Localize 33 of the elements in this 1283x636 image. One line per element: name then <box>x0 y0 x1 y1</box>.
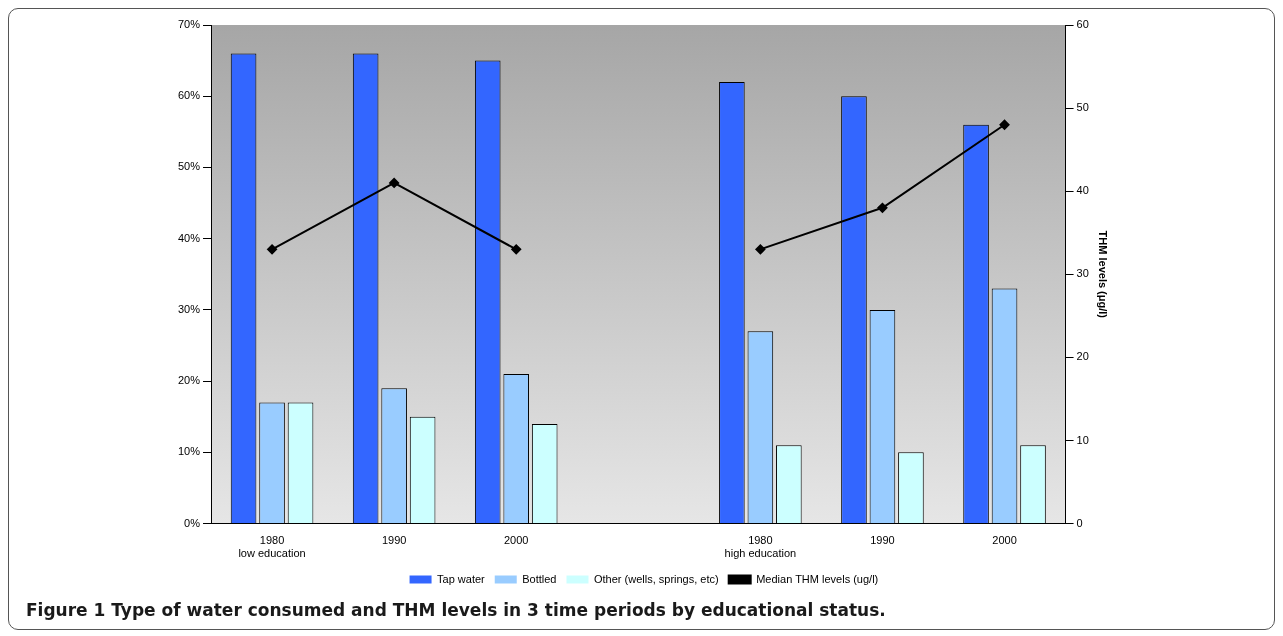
y2-tick-label: 40 <box>1076 184 1089 197</box>
point <box>755 244 766 255</box>
x-tick-label: 1980 high education <box>724 534 797 560</box>
text: Figure 1 Type of water consumed and THM levels in 3 time periods by educational status. <box>26 600 886 620</box>
y2-axis-title: THM levels (μg/l) <box>1097 230 1110 319</box>
y-tick-label: 60% <box>177 89 201 102</box>
y-tick-label: 40% <box>177 231 201 244</box>
y-tick-label: 30% <box>177 302 201 315</box>
point <box>267 244 278 255</box>
y2-tick-label: 20 <box>1076 350 1089 363</box>
legend-label: Median THM levels (ug/l) <box>756 572 879 585</box>
y-tick-label: 20% <box>177 374 201 387</box>
y-tick-label: 50% <box>177 160 201 173</box>
point <box>999 119 1010 130</box>
y-tick-label: 70% <box>177 18 201 31</box>
y2-tick-label: 10 <box>1076 433 1089 446</box>
x-tick-label: 2000 <box>992 534 1017 547</box>
point <box>877 202 888 213</box>
x-tick-label: 1990 <box>381 534 407 547</box>
point <box>389 177 400 188</box>
y2-tick-label: 50 <box>1076 101 1089 114</box>
legend-label: Other (wells, springs, etc) <box>593 572 719 585</box>
legend-label: Bottled <box>522 572 557 585</box>
x-tick-label: 2000 <box>503 534 529 547</box>
point <box>511 244 522 255</box>
x-tick-label: 1990 <box>870 534 895 547</box>
y-tick-label: 10% <box>177 445 201 458</box>
y2-tick-label: 0 <box>1076 516 1083 529</box>
x-tick-label: 1980 low education <box>238 534 306 560</box>
legend-label: Tap water <box>437 572 486 585</box>
y-tick-label: 0% <box>184 516 201 529</box>
y2-tick-label: 30 <box>1076 267 1089 280</box>
y2-tick-label: 60 <box>1076 18 1089 31</box>
